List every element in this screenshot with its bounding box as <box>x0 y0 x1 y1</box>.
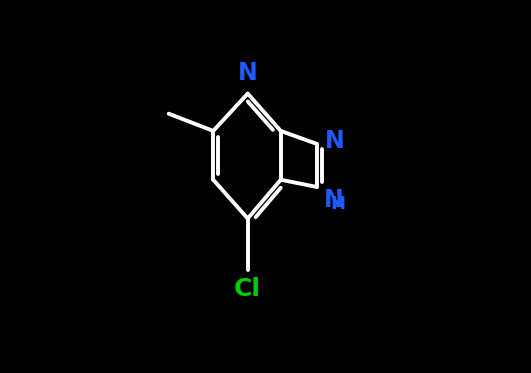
Text: N: N <box>324 188 344 212</box>
Text: N: N <box>326 129 345 153</box>
Text: H: H <box>330 195 345 213</box>
Text: Cl: Cl <box>234 278 261 301</box>
Text: N: N <box>238 61 258 85</box>
